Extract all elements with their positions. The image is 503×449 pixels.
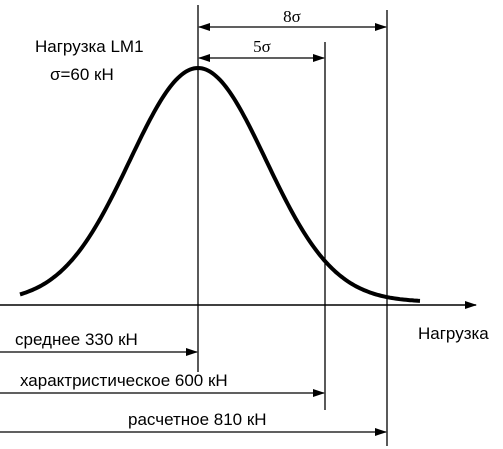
title: Нагрузка LM1 (35, 37, 144, 56)
distribution-curve (19, 65, 421, 303)
axis-label: Нагрузка (418, 324, 489, 343)
sigma-label: σ=60 кН (50, 65, 114, 84)
span-label: 5σ (253, 37, 271, 56)
level-label: среднее 330 кН (15, 330, 138, 349)
level-label: характристическое 600 кН (20, 371, 228, 390)
level-label: расчетное 810 кН (128, 410, 267, 429)
span-label: 8σ (283, 7, 301, 26)
